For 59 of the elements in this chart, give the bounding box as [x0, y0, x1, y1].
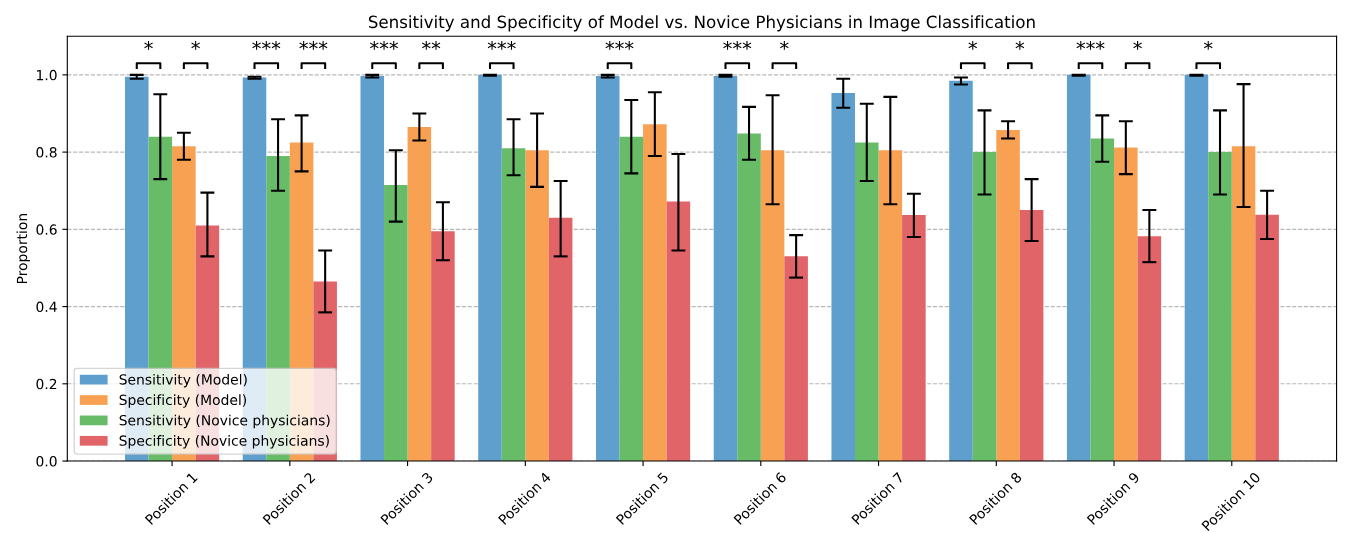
bar — [784, 256, 808, 462]
bar — [949, 80, 973, 462]
y-tick-label: 0.2 — [36, 378, 57, 390]
y-tick-label: 0.8 — [36, 147, 57, 158]
bar — [431, 231, 455, 462]
bar — [1255, 214, 1279, 462]
chart-title: Sensitivity and Specificity of Model vs. Novice Physicians in Image Classification — [368, 15, 1035, 32]
annotation: ** — [421, 40, 441, 50]
bar — [713, 76, 738, 462]
bar — [525, 150, 549, 462]
annotation: *** — [605, 40, 634, 50]
legend-label: Sensitivity (Model) — [119, 373, 247, 388]
bar — [855, 142, 879, 462]
bar — [595, 76, 620, 462]
bar — [501, 148, 526, 462]
y-tick-label: 0.6 — [36, 224, 57, 235]
bar — [878, 150, 903, 462]
bar — [478, 74, 502, 462]
bar — [407, 127, 432, 462]
annotation: * — [968, 40, 978, 50]
bar — [831, 93, 856, 462]
annotation: *** — [370, 40, 399, 50]
bar — [384, 184, 408, 462]
annotation: *** — [1076, 40, 1105, 50]
y-axis-title: Proportion — [16, 214, 30, 284]
bar — [1114, 147, 1138, 462]
annotation: * — [144, 40, 153, 50]
bar — [1066, 74, 1091, 462]
bar — [1208, 152, 1232, 462]
bar — [548, 217, 573, 462]
bar — [902, 215, 926, 462]
annotation: *** — [252, 40, 281, 50]
bar — [1137, 236, 1162, 462]
bar — [760, 150, 785, 462]
bar — [360, 76, 385, 462]
bar — [643, 124, 667, 462]
annotation: * — [191, 40, 200, 50]
y-tick-label: 0.0 — [36, 456, 57, 467]
bar — [666, 201, 691, 462]
annotation: * — [1015, 40, 1025, 50]
bar — [1184, 74, 1209, 462]
bar — [1019, 210, 1044, 462]
annotation: *** — [487, 40, 516, 50]
legend-label: Sensitivity (Novice physicians) — [119, 414, 330, 429]
y-tick-label: 1.0 — [37, 69, 57, 81]
bar — [972, 152, 997, 462]
y-tick-label: 0.4 — [36, 301, 57, 313]
annotation: *** — [299, 40, 328, 50]
annotation: * — [1133, 40, 1142, 50]
bar — [1090, 138, 1115, 462]
bar — [737, 133, 761, 462]
annotation: *** — [723, 40, 752, 50]
annotation: * — [780, 40, 789, 50]
annotation: * — [1203, 40, 1213, 50]
bar — [996, 130, 1020, 462]
legend-label: Specificity (Novice physicians) — [119, 435, 329, 449]
legend-label: Specificity (Model) — [119, 394, 247, 408]
bar — [619, 136, 644, 462]
bar — [1231, 146, 1256, 462]
